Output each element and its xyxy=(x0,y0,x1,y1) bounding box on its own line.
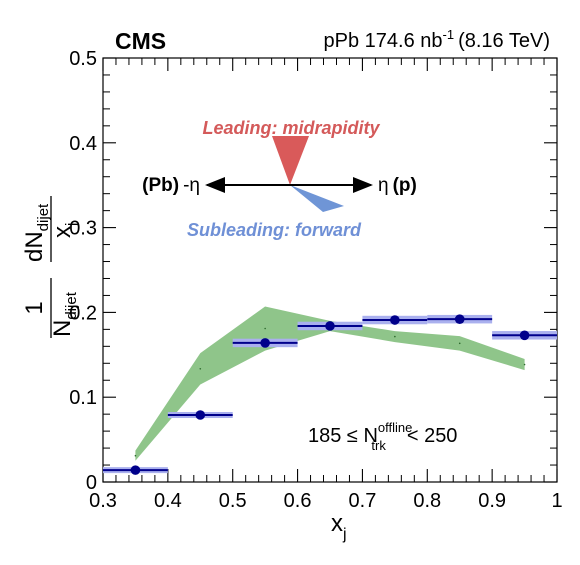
model-band-center xyxy=(264,327,266,330)
x-axis-ticks: 0.3 0.4 0.5 0.6 0.7 0.8 0.9 1 xyxy=(89,58,563,512)
y-tick-label: 0.2 xyxy=(69,302,97,324)
model-band-center xyxy=(523,363,526,366)
x-tick-label: 0.9 xyxy=(478,490,506,512)
x-axis-title: xj xyxy=(331,510,347,543)
ntrk-sup: offline xyxy=(378,420,412,435)
svg-text:1: 1 xyxy=(21,301,48,314)
subleading-label: Subleading: forward xyxy=(187,220,362,240)
left-eta-label: (Pb) -η xyxy=(142,175,200,196)
x-tick-label: 0.5 xyxy=(219,490,247,512)
y-tick-label: 0.4 xyxy=(69,133,97,155)
data-point xyxy=(195,410,206,420)
y-tick-label: 0 xyxy=(86,472,97,494)
data-point xyxy=(390,315,400,325)
data-point xyxy=(519,330,530,341)
lumi-exponent: -1 xyxy=(443,27,455,42)
data-point xyxy=(454,314,465,324)
subleading-wedge xyxy=(290,185,344,212)
system-label: pPb 174.6 nb-1 (8.16 TeV) xyxy=(324,27,550,52)
x-tick-label: 0.7 xyxy=(349,490,377,512)
data-point xyxy=(325,321,335,331)
x-tick-label: 0.4 xyxy=(154,490,182,512)
leading-wedge xyxy=(272,136,309,185)
x-tick-label: 1 xyxy=(551,490,562,512)
data-point xyxy=(260,338,270,348)
model-band-area xyxy=(135,306,525,461)
svg-text:xj: xj xyxy=(49,223,80,238)
model-band-center xyxy=(458,342,461,345)
x-tick-label: 0.8 xyxy=(413,490,441,512)
y-tick-label: 0.1 xyxy=(69,387,97,409)
svg-text:dNdijet: dNdijet xyxy=(21,203,52,262)
y-tick-label: 0.5 xyxy=(69,48,97,70)
x-tick-label: 0.6 xyxy=(284,490,312,512)
selection-label: 185 ≤ Noffline trk < 250 xyxy=(308,420,457,453)
plot-frame xyxy=(102,57,558,483)
leading-label: Leading: midrapidity xyxy=(202,118,380,138)
energy-label: (8.16 TeV) xyxy=(458,30,550,52)
x-tick-label: 0.3 xyxy=(89,490,117,512)
svg-text:Ndijet: Ndijet xyxy=(49,291,80,337)
model-band-center xyxy=(199,367,202,370)
y-tick-label: 0.3 xyxy=(69,218,97,240)
data-series xyxy=(103,314,557,475)
model-band-center xyxy=(394,335,396,338)
experiment-label: CMS xyxy=(115,28,166,54)
ntrk-sub: trk xyxy=(371,438,386,453)
y-axis-ticks: 0 0.1 0.2 0.3 0.4 0.5 xyxy=(69,48,557,494)
model-band-center xyxy=(134,454,137,457)
right-eta-label: η (p) xyxy=(378,175,417,196)
data-point xyxy=(130,465,141,475)
